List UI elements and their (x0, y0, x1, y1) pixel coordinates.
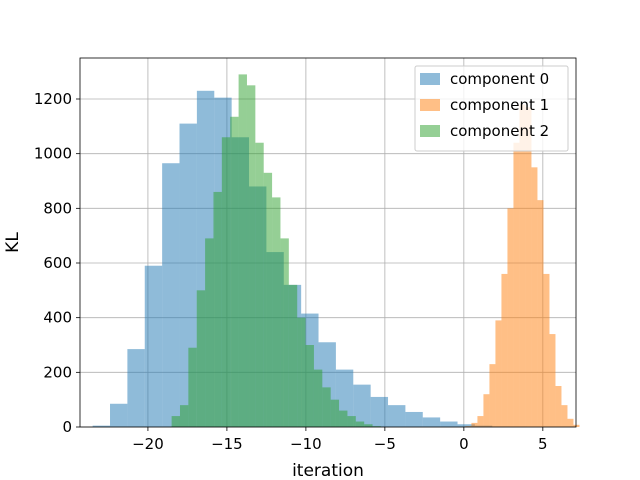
histogram-bar (355, 421, 365, 427)
histogram-bar (543, 273, 550, 427)
histogram-bar (127, 349, 145, 427)
histogram-bar (573, 424, 580, 427)
x-tick-label: 5 (538, 435, 548, 453)
histogram-bar (501, 273, 508, 427)
histogram-bar (272, 197, 281, 427)
histogram-bar (477, 416, 484, 427)
x-tick-label: −15 (211, 435, 243, 453)
histogram-bar (144, 265, 163, 427)
x-tick-label: −20 (132, 435, 164, 453)
histogram-bar (188, 347, 197, 427)
histogram-bar (92, 425, 111, 427)
plot-frame (79, 57, 577, 428)
histogram-bar (440, 421, 458, 427)
legend-label-component-1: component 1 (450, 96, 549, 114)
legend: component 0 component 1 component 2 (414, 65, 569, 152)
histogram-bar (465, 426, 472, 427)
histogram-bar (213, 191, 222, 427)
histogram-bar (246, 85, 256, 427)
y-tick-label: 200 (43, 363, 72, 381)
histogram-bar (347, 416, 356, 427)
histogram-bar (322, 387, 331, 427)
histogram-bar (205, 238, 214, 427)
histogram-bar (549, 334, 556, 427)
legend-swatch-component-0 (420, 73, 440, 85)
legend-swatch-component-1 (420, 99, 440, 111)
histogram-bar (555, 386, 562, 427)
histogram-bar (561, 405, 568, 427)
histogram-bar (255, 142, 264, 427)
histogram-bar (483, 394, 490, 427)
histogram-bar (238, 74, 247, 428)
legend-label-component-0: component 0 (450, 70, 549, 88)
y-tick-label: 1200 (34, 90, 72, 108)
histogram-bar (531, 167, 538, 428)
histogram-bar (221, 137, 231, 427)
y-tick-label: 0 (62, 418, 72, 436)
histogram-bar (537, 200, 544, 427)
x-tick-label: 0 (459, 435, 469, 453)
histogram-bar (263, 172, 273, 427)
histogram-bar (525, 107, 532, 427)
axis-ticks: −20 −15 −10 −5 0 5 0 200 400 600 800 1000 1200 (34, 90, 548, 453)
histogram-bar (110, 403, 128, 427)
histogram-bar (330, 399, 340, 427)
series-1-bars (465, 104, 580, 428)
histogram-bars (92, 74, 580, 428)
y-axis-label: KL (3, 232, 23, 253)
histogram-bar (196, 290, 206, 427)
histogram-bar (230, 116, 239, 428)
y-tick-label: 400 (43, 309, 72, 327)
histogram-bar (471, 422, 478, 427)
histogram-bar (513, 142, 520, 427)
x-tick-label: −5 (374, 435, 396, 453)
histogram-bar (567, 418, 574, 427)
histogram-bar (353, 384, 371, 427)
histogram-bar (388, 405, 406, 427)
histogram-bar (179, 405, 189, 427)
histogram-bar (162, 163, 180, 427)
legend-label-component-2: component 2 (450, 122, 549, 140)
histogram-bar (405, 411, 423, 427)
x-axis-label: iteration (292, 461, 364, 480)
legend-swatch-component-2 (420, 125, 440, 137)
histogram-bar (457, 424, 475, 427)
histogram-bar (288, 284, 298, 427)
histogram-bar (297, 317, 306, 427)
legend-frame (414, 65, 569, 152)
x-tick-label: −10 (290, 435, 322, 453)
y-tick-label: 600 (43, 254, 72, 272)
histogram-bar (313, 369, 323, 427)
histogram-bar (364, 424, 373, 427)
histogram-bar (370, 396, 389, 427)
histogram-bar (507, 208, 514, 427)
histogram-bar (372, 426, 381, 427)
histogram-bar (519, 104, 526, 427)
histogram-bar (489, 364, 496, 427)
histogram-bar (305, 345, 314, 427)
histogram-bar (339, 410, 348, 427)
histogram-bar (171, 416, 180, 427)
histogram-bar (495, 320, 502, 427)
series-2-bars (171, 74, 381, 428)
y-tick-label: 1000 (34, 145, 72, 163)
histogram-bar (280, 238, 289, 427)
histogram-bar (422, 417, 441, 427)
y-tick-label: 800 (43, 199, 72, 217)
